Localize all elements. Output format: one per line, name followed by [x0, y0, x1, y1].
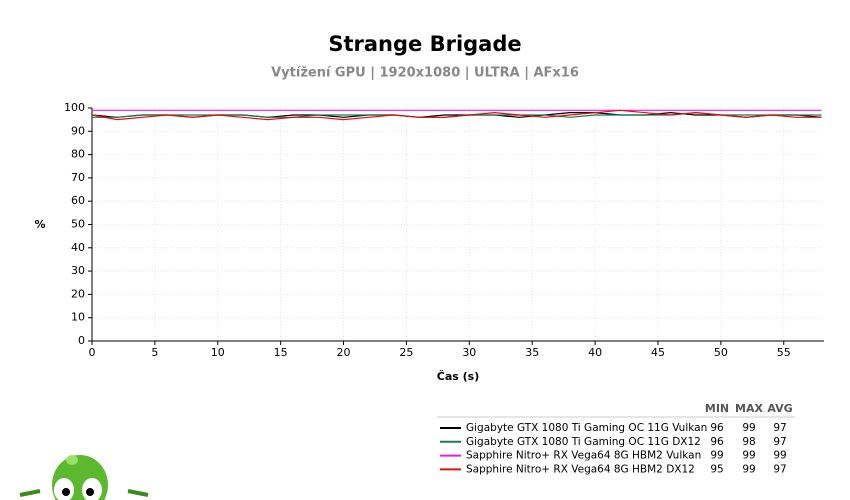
y-tick-label: 30 — [71, 264, 85, 277]
series-line — [91, 109, 822, 121]
stats-header: MIN — [705, 402, 729, 415]
x-tick-label: 20 — [337, 346, 351, 359]
x-tick-label: 50 — [714, 346, 728, 359]
x-tick-label: 35 — [525, 346, 539, 359]
x-axis-label: Čas (s) — [437, 370, 479, 383]
y-tick-label: 40 — [71, 241, 85, 254]
stats-cell: 96 — [710, 422, 724, 434]
stats-cell: 97 — [773, 463, 786, 475]
stats-cell: 99 — [742, 450, 755, 462]
stats-cell: 97 — [773, 422, 786, 434]
y-tick-label: 100 — [64, 101, 85, 114]
y-tick-label: 70 — [71, 171, 85, 184]
x-tick-label: 10 — [211, 346, 225, 359]
x-tick-label: 40 — [588, 346, 602, 359]
stats-cell: 97 — [773, 436, 786, 448]
stats-cell: 96 — [710, 436, 724, 448]
legend-label: Gigabyte GTX 1080 Ti Gaming OC 11G DX12 — [466, 436, 701, 448]
legend-label: Sapphire Nitro+ RX Vega64 8G HBM2 DX12 — [466, 463, 695, 475]
x-tick-label: 45 — [651, 346, 665, 359]
stats-cell: 99 — [742, 422, 755, 434]
mascot — [19, 455, 149, 500]
y-tick-label: 50 — [71, 218, 85, 231]
stats-cell: 95 — [710, 463, 723, 475]
stats-header: AVG — [767, 402, 792, 415]
legend-label: Sapphire Nitro+ RX Vega64 8G HBM2 Vulkan — [466, 450, 701, 462]
x-tick-label: 25 — [399, 346, 413, 359]
x-tick-label: 55 — [777, 346, 791, 359]
stats-header: MAX — [735, 402, 763, 415]
y-tick-label: 60 — [71, 194, 85, 207]
y-tick-label: 20 — [71, 287, 85, 300]
y-tick-label: 0 — [78, 334, 85, 347]
y-tick-label: 80 — [71, 148, 85, 161]
chart-subtitle: Vytížení GPU | 1920x1080 | ULTRA | AFx16 — [271, 66, 579, 81]
stats-cell: 99 — [710, 450, 723, 462]
stats-cell: 98 — [742, 436, 755, 448]
x-tick-label: 5 — [151, 346, 158, 359]
chart-title: Strange Brigade — [328, 32, 521, 56]
stats-cell: 99 — [773, 450, 786, 462]
y-tick-label: 90 — [71, 124, 85, 137]
stats-cell: 99 — [742, 463, 755, 475]
x-tick-label: 0 — [89, 346, 96, 359]
y-tick-label: 10 — [71, 311, 85, 324]
x-tick-label: 15 — [274, 346, 288, 359]
x-tick-label: 30 — [462, 346, 476, 359]
y-axis-label: % — [34, 218, 45, 231]
legend-label: Gigabyte GTX 1080 Ti Gaming OC 11G Vulka… — [466, 422, 707, 434]
